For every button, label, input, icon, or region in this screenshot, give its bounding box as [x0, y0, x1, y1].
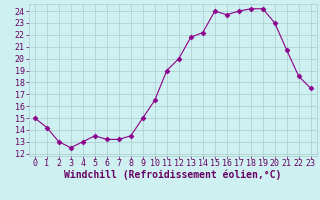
X-axis label: Windchill (Refroidissement éolien,°C): Windchill (Refroidissement éolien,°C) — [64, 169, 282, 180]
